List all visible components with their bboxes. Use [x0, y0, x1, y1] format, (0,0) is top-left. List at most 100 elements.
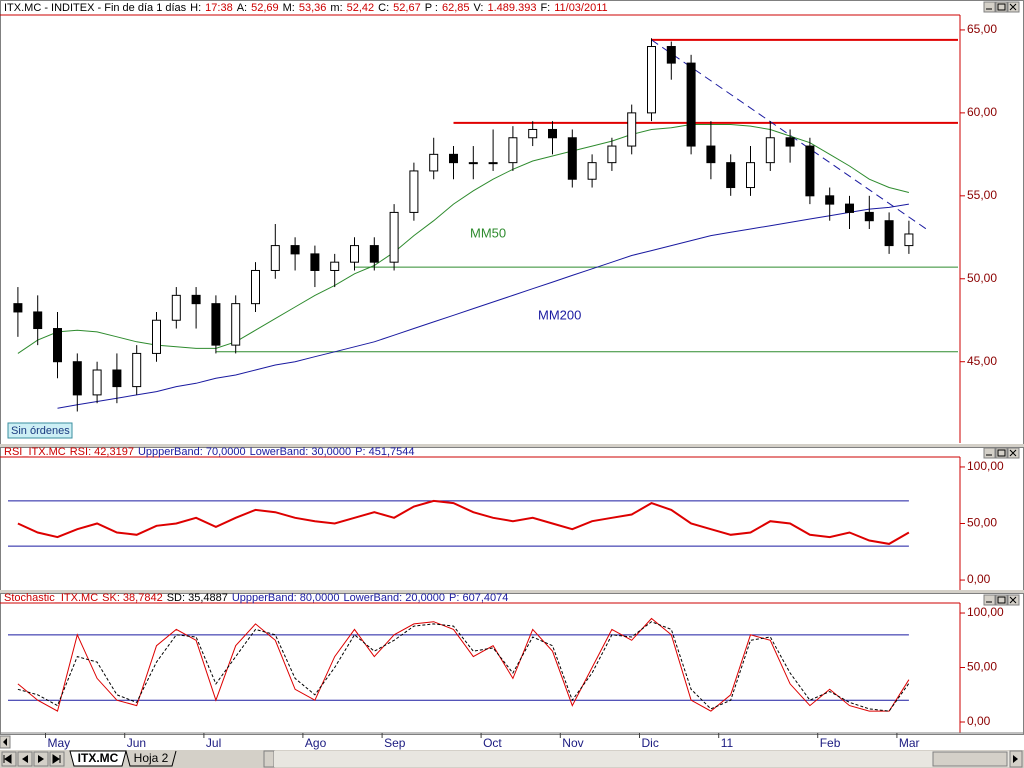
header-part: 17:38 [205, 2, 233, 14]
tab-label[interactable]: ITX.MC [78, 751, 119, 765]
y-tick-label: 50,00 [967, 660, 997, 674]
sheet-nav [1, 751, 65, 767]
header-part: Stochastic_ITX.MC [4, 592, 98, 604]
line-label: MM50 [470, 225, 506, 240]
scroll-thumb[interactable] [932, 751, 1008, 767]
candle-body [528, 128, 538, 139]
scroll-track[interactable] [274, 751, 1010, 767]
icon [38, 755, 44, 763]
candle-body [627, 112, 637, 147]
candle-body [607, 145, 617, 164]
bottom-bar: ITX.MC Hoja 2 [0, 735, 1024, 768]
y-tick-label: 0,00 [967, 714, 991, 728]
panel-header: ITX.MC - INDITEX - Fin de día 1 días H: 17… [4, 2, 608, 14]
header-part: SK: 38,7842 [102, 592, 163, 604]
line-label: MM200 [538, 307, 581, 322]
candle-body [409, 170, 419, 213]
tab[interactable] [69, 750, 127, 767]
minimize-button[interactable] [983, 594, 996, 606]
header-part: H: [190, 2, 201, 14]
candle-body [746, 162, 755, 189]
maximize-button[interactable] [995, 594, 1008, 606]
candle-body [191, 294, 201, 305]
icon [1009, 3, 1017, 11]
candle-body [152, 319, 161, 354]
indicator-line [17, 621, 910, 712]
header-part: 52,42 [347, 2, 375, 14]
header-part: LowerBand: 30,0000 [250, 446, 352, 458]
icon [22, 755, 28, 763]
candle-body [785, 137, 795, 147]
candle-body [864, 211, 874, 222]
candle-body [825, 195, 835, 205]
y-tick-label: 50,00 [967, 271, 997, 285]
header-part: SD: 35,4887 [167, 592, 228, 604]
candle-body [488, 162, 498, 165]
candle-body [132, 352, 142, 388]
candle-body [904, 233, 914, 247]
x-tick-label: Feb [820, 736, 841, 750]
candle-body [350, 245, 359, 263]
candle-body [92, 369, 102, 396]
tab[interactable] [125, 750, 177, 767]
minimize-button[interactable] [983, 447, 996, 459]
header-part: ITX.MC - INDITEX - Fin de día 1 días [4, 2, 187, 14]
x-tick-label: Nov [562, 736, 583, 750]
candle-body [310, 253, 320, 271]
rsi-buttons [983, 447, 1020, 459]
x-tick-label: May [48, 736, 71, 750]
x-tick-label: Oct [483, 736, 502, 750]
header-part: m: [330, 2, 342, 14]
tab-label[interactable]: Hoja 2 [134, 751, 169, 765]
candle-body [389, 211, 399, 263]
candle-body [884, 220, 894, 247]
candle-body [845, 203, 854, 213]
header-part: F: [540, 2, 550, 14]
moving-average [17, 124, 910, 354]
header-part: LowerBand: 20,0000 [344, 592, 446, 604]
candle-body [706, 145, 716, 164]
candle-body [330, 261, 340, 271]
splitter[interactable] [0, 444, 1024, 447]
y-tick-label: 100,00 [967, 459, 1004, 473]
header-part: P : [425, 2, 438, 14]
candle-body [72, 361, 82, 396]
candle-body [429, 153, 439, 172]
splitter[interactable] [0, 590, 1024, 593]
icon [1013, 755, 1018, 763]
candle-body [587, 162, 597, 180]
candle-body [290, 245, 300, 255]
candle-body [369, 245, 379, 263]
candle-body [13, 303, 23, 313]
maximize-button[interactable] [995, 1, 1008, 13]
candle-body [686, 62, 696, 147]
header-part: 1.489.393 [488, 2, 537, 14]
header-part: 11/03/2011 [554, 2, 607, 14]
y-tick-label: 65,00 [967, 22, 997, 36]
panel-header: RSI_ITX.MC RSI: 42,3197 UppperBand: 70,000… [4, 446, 414, 458]
candle-body [548, 128, 557, 139]
x-tick-label: Ago [305, 736, 327, 750]
minimize-button[interactable] [983, 1, 996, 13]
header-part: 52,69 [251, 2, 279, 14]
icon [997, 449, 1006, 457]
x-tick-label: Jun [127, 736, 146, 750]
scroll-left[interactable] [263, 750, 275, 768]
header-part: C: [378, 2, 389, 14]
candle-body [805, 145, 815, 197]
header-part: 62,85 [442, 2, 470, 14]
y-tick-label: 60,00 [967, 105, 997, 119]
x-tick-label: Dic [642, 736, 659, 750]
candle-body [666, 46, 676, 64]
window-buttons [983, 1, 1020, 606]
candle-body [251, 269, 260, 305]
maximize-button[interactable] [995, 447, 1008, 459]
candle-body [33, 311, 43, 330]
candle-body [53, 328, 62, 363]
candle-body [211, 303, 221, 346]
header-part: UppperBand: 70,0000 [138, 446, 246, 458]
icon [997, 596, 1006, 604]
header-part: M: [283, 2, 295, 14]
status-badge-label: Sin órdenes [11, 425, 70, 437]
